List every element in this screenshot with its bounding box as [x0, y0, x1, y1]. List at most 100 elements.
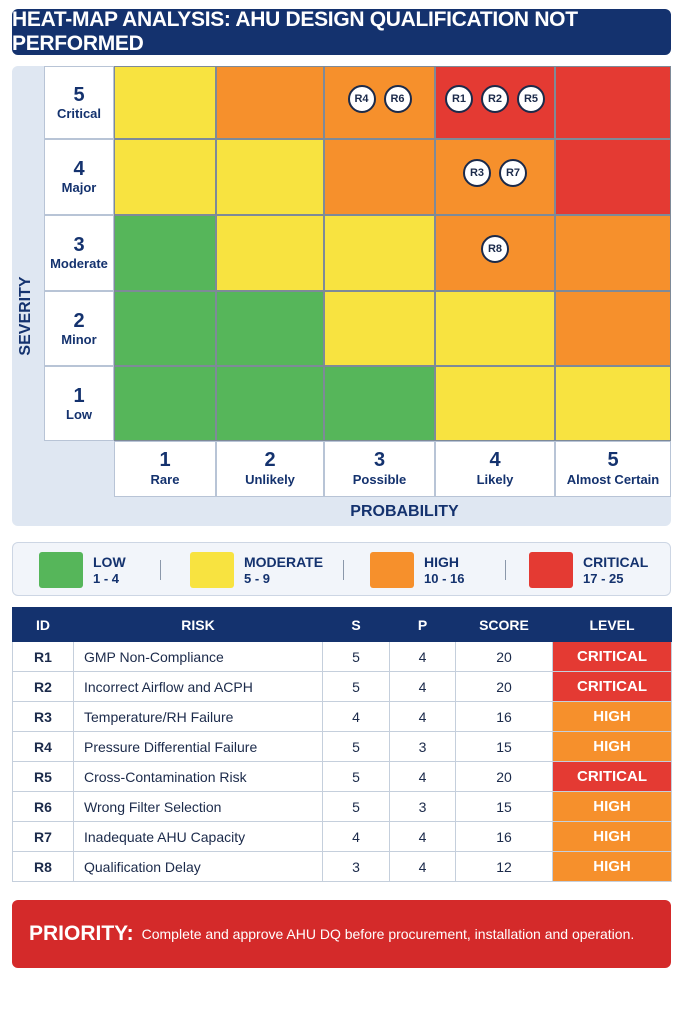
severity-text: Minor: [61, 331, 97, 347]
legend: LOW 1 - 4 MODERATE 5 - 9 HIGH 10 - 16 CRITICAL…: [12, 542, 671, 596]
page-title-text: HEAT-MAP ANALYSIS: AHU DESIGN QUALIFICAT…: [12, 8, 578, 55]
cell-level: CRITICAL: [552, 671, 672, 702]
heatmap-cell-s4-p4: [435, 139, 555, 215]
probability-label-3: 3 Possible: [324, 441, 435, 497]
legend-item-critical: CRITICAL 17 - 25: [529, 552, 648, 588]
risk-table: ID RISK S P SCORE LEVEL R1 GMP Non-Compli…: [12, 607, 672, 882]
legend-divider: [343, 560, 344, 580]
cell-risk: Wrong Filter Selection: [73, 791, 323, 822]
legend-text: MODERATE 5 - 9: [244, 554, 323, 587]
legend-text: HIGH 10 - 16: [424, 554, 464, 587]
cell-risk: GMP Non-Compliance: [73, 641, 323, 672]
legend-label: LOW: [93, 553, 126, 570]
legend-swatch-low: [39, 552, 83, 588]
cell-severity: 5: [322, 731, 390, 762]
table-header-row: ID RISK S P SCORE LEVEL: [12, 607, 672, 642]
header-severity: S: [322, 607, 390, 642]
probability-text: Likely: [476, 472, 514, 487]
legend-text: CRITICAL 17 - 25: [583, 554, 648, 587]
cell-probability: 4: [389, 851, 456, 882]
severity-label-3: 3 Moderate: [44, 215, 114, 291]
heatmap-cell-s1-p4: [435, 366, 555, 441]
risk-marker-r2: R2: [481, 84, 509, 113]
legend-label: CRITICAL: [583, 553, 649, 570]
cell-probability: 4: [389, 821, 456, 852]
legend-range: 5 - 9: [244, 570, 271, 586]
heatmap-cell-s5-p2: [216, 66, 324, 139]
risk-marker-r3: R3: [463, 159, 491, 187]
cell-severity: 5: [322, 671, 390, 702]
legend-item-high: HIGH 10 - 16: [370, 552, 464, 588]
y-axis-title-text: SEVERITY: [17, 276, 34, 356]
legend-range: 10 - 16: [424, 570, 465, 586]
table-row: R3 Temperature/RH Failure 4 4 16 HIGH: [12, 701, 672, 732]
probability-value: 4: [489, 449, 501, 471]
cell-id: R1: [12, 641, 74, 672]
probability-label-4: 4 Likely: [435, 441, 555, 497]
cell-probability: 4: [389, 701, 456, 732]
legend-label: HIGH: [424, 553, 459, 570]
severity-label-1: 1 Low: [44, 366, 114, 441]
cell-level: CRITICAL: [552, 761, 672, 792]
header-probability: P: [389, 607, 456, 642]
severity-label-4: 4 Major: [44, 139, 114, 215]
probability-value: 5: [607, 449, 619, 471]
cell-severity: 4: [322, 701, 390, 732]
heatmap-cell-s3-p2: [216, 215, 324, 291]
probability-value: 3: [373, 449, 386, 471]
heatmap-cell-s2-p1: [114, 291, 216, 366]
cell-id: R7: [12, 821, 74, 852]
cell-risk: Incorrect Airflow and ACPH: [73, 671, 323, 702]
x-axis-title: PROBABILITY: [350, 503, 459, 520]
table-row: R6 Wrong Filter Selection 5 3 15 HIGH: [12, 791, 672, 822]
heatmap-cell-s2-p4: [435, 291, 555, 366]
cell-probability: 4: [389, 671, 456, 702]
risk-marker-r5: R5: [517, 84, 545, 113]
table-row: R8 Qualification Delay 3 4 12 HIGH: [12, 851, 672, 882]
risk-marker-r6: R6: [383, 84, 412, 113]
cell-probability: 3: [389, 731, 456, 762]
risk-marker-r7: R7: [499, 159, 527, 187]
table-row: R5 Cross-Contamination Risk 5 4 20 CRITICAL: [12, 761, 672, 792]
cell-id: R5: [12, 761, 74, 792]
cell-score: 16: [455, 821, 553, 852]
heatmap-cell-s1-p5: [555, 366, 671, 441]
header-score: SCORE: [455, 607, 553, 642]
legend-text: LOW 1 - 4: [93, 554, 126, 587]
heatmap-cell-s4-p5: [555, 139, 671, 215]
heatmap-cell-s4-p1: [114, 139, 216, 215]
table-row: R7 Inadequate AHU Capacity 4 4 16 HIGH: [12, 821, 672, 852]
cell-score: 15: [455, 791, 553, 822]
risk-marker-r8: R8: [481, 235, 509, 263]
cell-score: 20: [455, 671, 553, 702]
cell-severity: 5: [322, 791, 390, 822]
cell-probability: 4: [389, 641, 456, 672]
severity-text: Critical: [56, 105, 102, 121]
severity-text: Major: [61, 180, 97, 195]
probability-value: 2: [264, 449, 276, 471]
risk-marker-r1: R1: [445, 84, 473, 113]
table-body: R1 GMP Non-Compliance 5 4 20 CRITICAL R2 Incorr…: [12, 641, 672, 882]
cell-risk: Qualification Delay: [73, 851, 323, 882]
legend-swatch-critical: [529, 552, 573, 588]
cell-severity: 4: [322, 821, 390, 852]
header-id: ID: [12, 607, 74, 642]
cell-score: 16: [455, 701, 553, 732]
heatmap-cell-s3-p5: [555, 215, 671, 291]
heatmap-cell-s3-p3: [324, 215, 435, 291]
risk-marker-r4: R4: [347, 84, 376, 113]
cell-probability: 4: [389, 761, 456, 792]
severity-value: 5: [73, 83, 85, 106]
cell-risk: Cross-Contamination Risk: [73, 761, 323, 792]
cell-probability: 3: [389, 791, 456, 822]
legend-range: 17 - 25: [583, 570, 624, 586]
probability-label-2: 2 Unlikely: [216, 441, 324, 497]
legend-swatch-high: [370, 552, 414, 588]
severity-value: 3: [73, 234, 85, 256]
heatmap-cell-s1-p1: [114, 366, 216, 441]
heatmap-cell-s4-p2: [216, 139, 324, 215]
heatmap-cell-s5-p5: [555, 66, 671, 139]
severity-value: 4: [73, 158, 85, 180]
cell-level: HIGH: [552, 791, 672, 822]
priority-label: PRIORITY:: [29, 922, 134, 945]
